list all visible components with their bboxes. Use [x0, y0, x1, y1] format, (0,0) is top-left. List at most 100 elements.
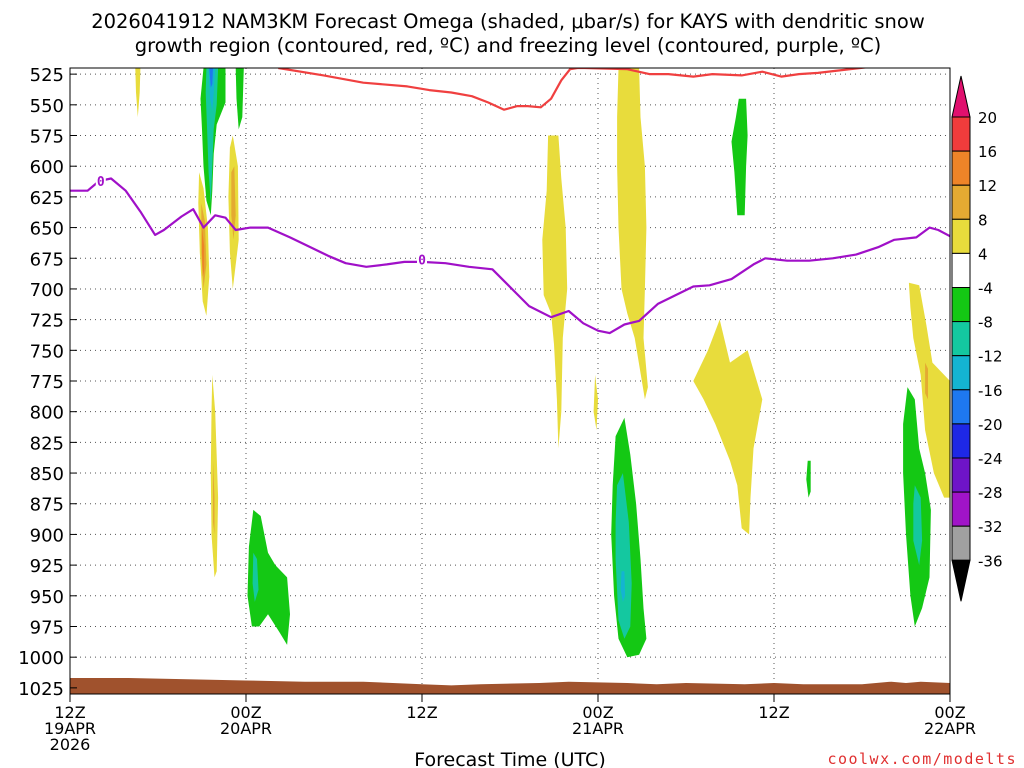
y-tick-label: 950	[30, 587, 64, 608]
omega-shade-dn-b3	[202, 227, 205, 277]
x-tick-label: 00Z	[582, 703, 613, 722]
colorbar-bin	[951, 355, 971, 391]
freezing-level-label: 0	[418, 253, 426, 268]
omega-shade-up-g2	[252, 552, 259, 602]
y-tick-label: 825	[30, 433, 64, 454]
colorbar-label: -8	[978, 314, 993, 332]
contour-lines: 00	[70, 68, 950, 335]
omega-shade-up-col-b	[205, 68, 219, 203]
colorbar-label: -32	[978, 518, 1003, 536]
chart-title-line-1: 2026041912 NAM3KM Forecast Omega (shaded…	[91, 10, 925, 33]
omega-shade-up-j2	[913, 485, 923, 566]
colorbar-label: -4	[978, 280, 993, 298]
colorbar-label: -12	[978, 348, 1003, 366]
colorbar-label: 16	[978, 143, 997, 161]
omega-shade-up-h3	[620, 571, 626, 602]
credit-text: coolwx.com/modelts	[827, 750, 1017, 768]
x-tick-label: 21APR	[572, 719, 624, 738]
x-tick-label: 00Z	[934, 703, 965, 722]
x-tick-label: 12Z	[758, 703, 789, 722]
x-tick-label: 22APR	[924, 719, 976, 738]
y-tick-label: 900	[30, 525, 64, 546]
y-tick-label: 550	[30, 96, 64, 117]
x-tick-label: 2026	[50, 735, 91, 754]
colorbar-label: 4	[978, 245, 988, 263]
y-tick-label: 650	[30, 219, 64, 240]
terrain-fill	[70, 678, 950, 694]
omega-shade-dn-d2	[213, 460, 215, 535]
colorbar-bottom-arrow	[951, 559, 971, 602]
omega-shade-up-col-d	[209, 68, 213, 88]
x-tick-label: 20APR	[220, 719, 272, 738]
y-tick-label: 750	[30, 341, 64, 362]
colorbar-label: 20	[978, 109, 997, 127]
x-tick-label: 19APR	[44, 719, 96, 738]
omega-shade-dn-h	[693, 319, 763, 535]
y-tick-label: 1025	[18, 679, 64, 700]
y-tick-label: 875	[30, 495, 64, 516]
y-axis: 525 550 575 600 625 650 675 700 725 750 775 800 825 8…	[18, 65, 77, 700]
dendritic-growth-contour	[278, 68, 870, 111]
omega-shade-up-f	[731, 98, 748, 216]
colorbar-bin	[951, 252, 971, 288]
plot-area: 00	[70, 68, 950, 694]
grid-lines	[70, 68, 950, 694]
y-tick-label: 1000	[18, 648, 64, 669]
freezing-level-label: 0	[97, 175, 105, 190]
colorbar-bin	[951, 218, 971, 254]
colorbar-bin	[951, 321, 971, 357]
colorbar-label: -16	[978, 382, 1003, 400]
omega-shade-dn-i	[908, 282, 950, 498]
x-tick-label: 12Z	[54, 703, 85, 722]
freezing-level-contour	[70, 177, 950, 335]
omega-shade-dn-c2	[231, 166, 236, 240]
omega-shade-dn-d	[210, 374, 219, 578]
colorbar-bin	[951, 423, 971, 459]
y-tick-label: 675	[30, 249, 64, 270]
y-tick-label: 525	[30, 65, 64, 86]
colorbar-bin	[951, 150, 971, 186]
y-tick-label: 975	[30, 617, 64, 638]
omega-shading	[135, 68, 950, 658]
y-tick-label: 800	[30, 403, 64, 424]
colorbar-bin	[951, 116, 971, 152]
colorbar-label: 12	[978, 177, 997, 195]
freezing-label-bg	[417, 251, 427, 266]
chart-title-line-2: growth region (contoured, red, ºC) and f…	[135, 34, 882, 57]
colorbar-label: -36	[978, 552, 1003, 570]
colorbar-bin	[951, 389, 971, 425]
y-tick-label: 575	[30, 127, 64, 148]
colorbar-label: -28	[978, 484, 1003, 502]
omega-shade-dn-e	[542, 135, 568, 449]
colorbar-bin	[951, 287, 971, 323]
colorbar-bin	[951, 184, 971, 220]
omega-shade-dn-i2	[925, 362, 928, 400]
y-tick-label: 925	[30, 556, 64, 577]
omega-shade-up-col-e	[235, 68, 244, 130]
colorbar-label: -24	[978, 450, 1003, 468]
colorbar-label: -20	[978, 416, 1003, 434]
colorbar-bin	[951, 491, 971, 527]
colorbar-label: 8	[978, 211, 988, 229]
omega-shade-up-h2	[615, 473, 632, 639]
y-tick-label: 850	[30, 464, 64, 485]
colorbar-bin	[951, 525, 971, 561]
omega-shade-up-g	[247, 509, 290, 645]
omega-shade-dn-g	[617, 68, 648, 400]
terrain-layer	[70, 678, 950, 694]
x-axis-title: Forecast Time (UTC)	[414, 749, 605, 768]
x-tick-label: 12Z	[406, 703, 437, 722]
omega-shade-up-i	[806, 460, 811, 498]
y-tick-label: 625	[30, 188, 64, 209]
y-tick-label: 725	[30, 311, 64, 332]
x-tick-label: 00Z	[230, 703, 261, 722]
colorbar-bin	[951, 457, 971, 493]
omega-shade-dn-a	[135, 68, 141, 118]
y-tick-label: 775	[30, 372, 64, 393]
freezing-label-bg	[95, 172, 106, 187]
omega-shade-dn-f	[593, 374, 598, 431]
y-tick-label: 700	[30, 280, 64, 301]
colorbar: 20 16 12 8 4 -4 -8 -12 -16 -20 -24 -28 -32 -36	[951, 75, 1003, 602]
